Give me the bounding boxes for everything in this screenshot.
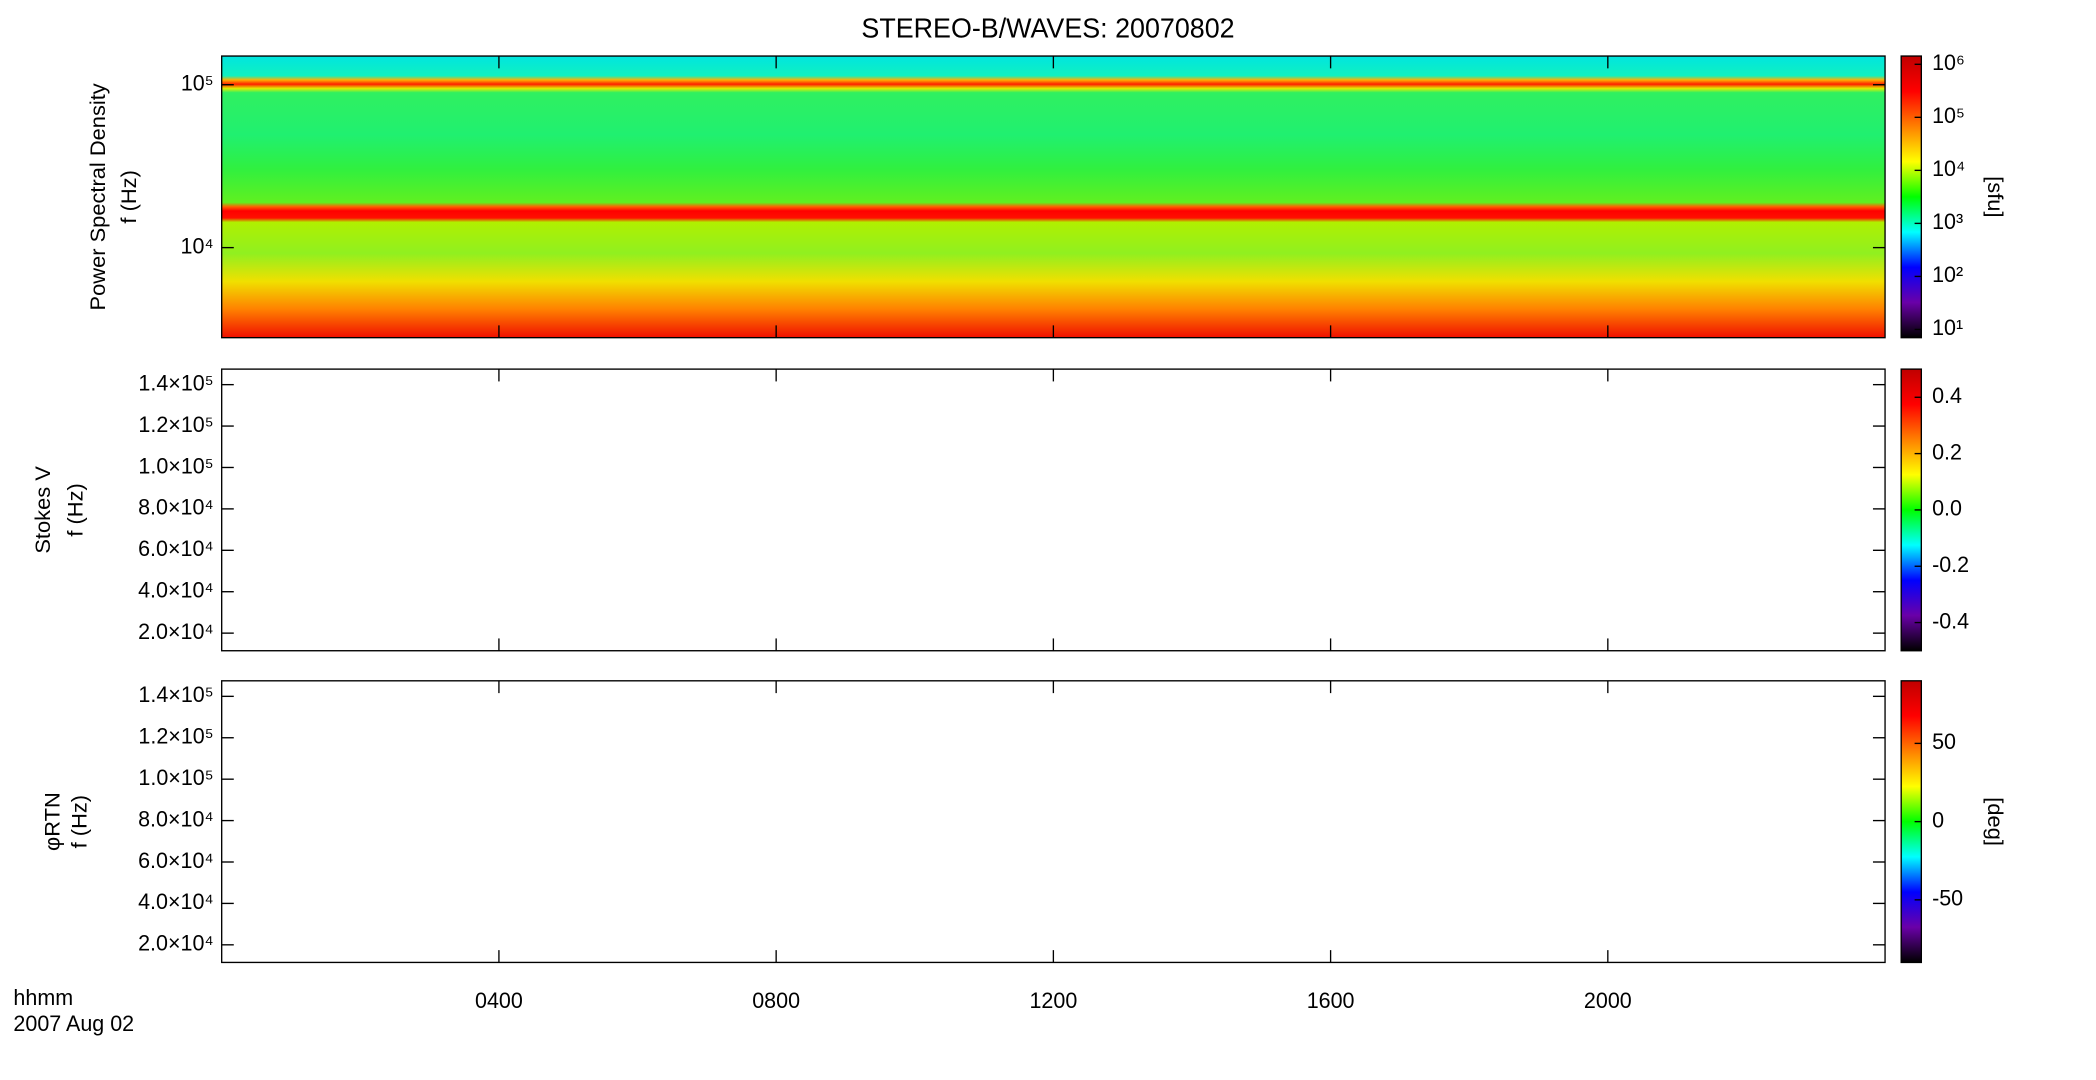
- colorbar-label: [sfu]: [1983, 176, 2008, 217]
- y-tick-label: 1.0×10⁵: [138, 453, 213, 478]
- y-axis-label: f (Hz): [66, 795, 91, 848]
- y-tick-label: 2.0×10⁴: [138, 619, 214, 644]
- y-tick-label: 8.0×10⁴: [138, 806, 214, 831]
- y-tick-label: 1.4×10⁵: [138, 682, 213, 707]
- colorbar-tick-label: 0.4: [1932, 383, 1962, 408]
- x-axis-label: hhmm: [13, 985, 73, 1010]
- colorbar-tick-label: 10²: [1932, 262, 1963, 287]
- panel-frame: [221, 680, 1886, 964]
- colorbar-tick-label: -0.2: [1932, 552, 1969, 577]
- x-tick-label: 0400: [475, 988, 523, 1013]
- y-tick-label: 6.0×10⁴: [138, 536, 214, 561]
- y-tick-label: 1.0×10⁵: [138, 765, 213, 790]
- y-axis-label: f (Hz): [116, 170, 141, 223]
- y-tick-label: 6.0×10⁴: [138, 848, 214, 873]
- y-axis-label: Power Spectral Density: [85, 83, 110, 310]
- y-tick-label: 2.0×10⁴: [138, 930, 214, 955]
- colorbar-tick-label: 10⁵: [1932, 103, 1965, 128]
- colorbar: [1901, 56, 1922, 338]
- colorbar: [1901, 680, 1922, 963]
- y-tick-label: 10⁵: [181, 70, 214, 95]
- x-tick-label: 1600: [1307, 988, 1355, 1013]
- x-tick-label: 0800: [752, 988, 800, 1013]
- colorbar-label: [deg]: [1983, 797, 2008, 846]
- colorbar-tick-label: 10⁶: [1932, 50, 1965, 75]
- colorbar-tick-label: 0: [1932, 807, 1944, 832]
- colorbar-tick-label: 10³: [1932, 209, 1963, 234]
- colorbar-tick-label: 0.0: [1932, 496, 1962, 521]
- y-axis-label: φRTN: [40, 792, 65, 851]
- y-tick-label: 1.4×10⁵: [138, 370, 213, 395]
- y-tick-label: 10⁴: [180, 233, 213, 258]
- y-tick-label: 8.0×10⁴: [138, 494, 214, 519]
- y-tick-label: 1.2×10⁵: [138, 412, 213, 437]
- colorbar: [1901, 369, 1922, 651]
- colorbar-tick-label: -50: [1932, 885, 1963, 910]
- y-axis-label: Stokes V: [30, 466, 55, 554]
- y-tick-label: 4.0×10⁴: [138, 889, 214, 914]
- y-axis-label: f (Hz): [62, 483, 87, 536]
- y-tick-label: 4.0×10⁴: [138, 577, 214, 602]
- chart-title: STEREO-B/WAVES: 20070802: [861, 12, 1234, 43]
- panel-frame: [221, 368, 1886, 652]
- colorbar-tick-label: -0.4: [1932, 608, 1969, 633]
- date-label: 2007 Aug 02: [13, 1011, 134, 1036]
- colorbar-tick-label: 10¹: [1932, 315, 1963, 340]
- x-tick-label: 1200: [1029, 988, 1077, 1013]
- x-tick-label: 2000: [1584, 988, 1632, 1013]
- colorbar-frame: [1900, 55, 1923, 339]
- spectrogram: [221, 56, 1886, 338]
- y-tick-label: 1.2×10⁵: [138, 723, 213, 748]
- colorbar-tick-label: 10⁴: [1932, 156, 1965, 181]
- colorbar-tick-label: 50: [1932, 729, 1956, 754]
- colorbar-tick-label: 0.2: [1932, 439, 1962, 464]
